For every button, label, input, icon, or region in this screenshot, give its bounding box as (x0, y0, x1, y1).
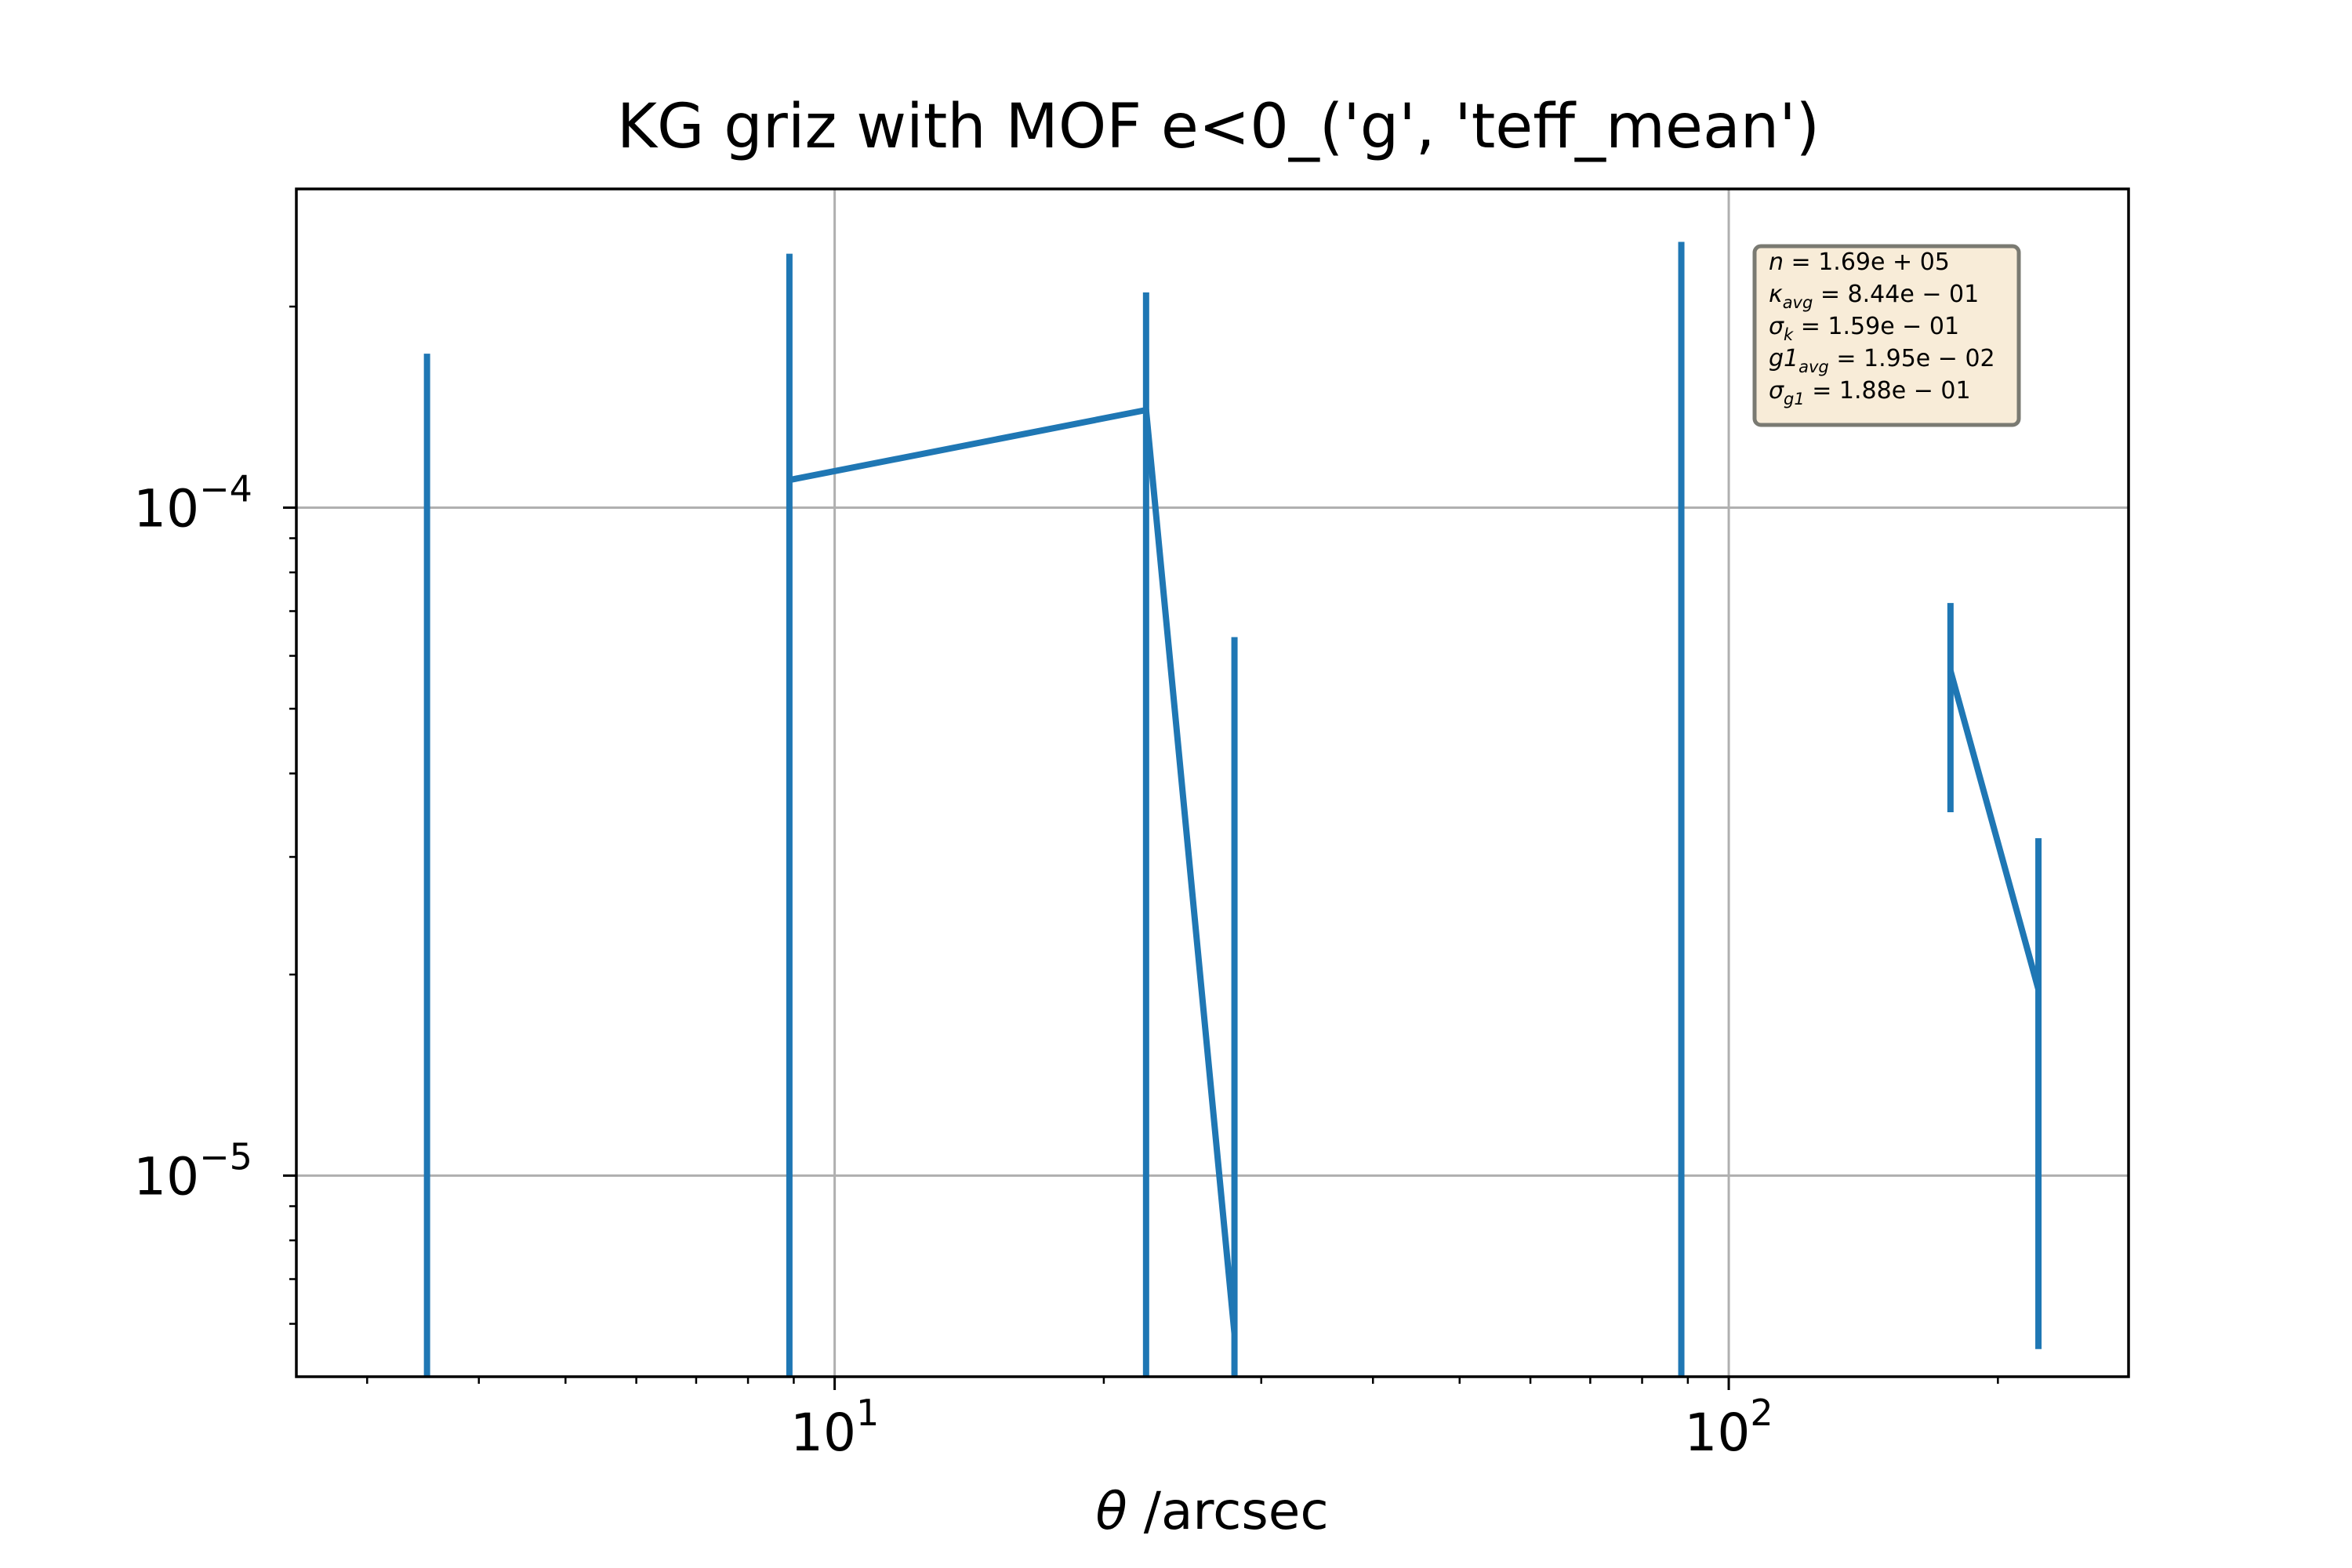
x-tick-label-base: 10 (790, 1403, 856, 1463)
y-tick-label-exponent: −4 (199, 468, 252, 510)
x-axis-label: θ /arcsec (1095, 1481, 1328, 1541)
stats-subscript: k (1784, 325, 1794, 344)
data-series (423, 241, 2042, 1377)
grid-lines (296, 189, 2129, 1377)
stats-subscript: g1 (1784, 390, 1805, 408)
stats-subscript: avg (1783, 293, 1813, 312)
stats-symbol: σ (1769, 377, 1784, 405)
x-tick-label: 102 (1684, 1392, 1773, 1463)
x-tick-label-base: 10 (1684, 1403, 1750, 1463)
stats-symbol: n (1769, 249, 1784, 276)
stats-box-frame (1752, 244, 2021, 427)
stats-equals: = 1.95e − 02 (1829, 345, 1995, 372)
y-tick-label: 10−5 (133, 1136, 252, 1207)
stats-equals: = 1.69e + 05 (1784, 249, 1950, 276)
stats-box-line: σg1 = 1.88e − 01 (1769, 377, 1971, 408)
plot-frame (295, 187, 2130, 1378)
y-tick-label: 10−4 (133, 468, 252, 539)
y-axis-ticks: 10−410−5 (133, 468, 296, 1207)
stats-equals: = 8.44e − 01 (1813, 281, 1979, 308)
x-tick-label-exponent: 1 (856, 1392, 879, 1434)
stats-symbol: κ (1769, 281, 1783, 308)
x-tick-label-exponent: 2 (1750, 1392, 1773, 1434)
stats-box-line: σk = 1.59e − 01 (1769, 313, 1959, 344)
series-line (789, 407, 1238, 1334)
stats-box-line: g1avg = 1.95e − 02 (1769, 345, 1995, 376)
stats-box-line: n = 1.69e + 05 (1769, 249, 1950, 276)
x-axis-ticks: 101 102 (790, 1377, 1773, 1463)
y-tick-label-exponent: −5 (199, 1136, 252, 1178)
y-tick-label-base: 10 (133, 1147, 199, 1207)
stats-symbol: g1 (1769, 345, 1798, 372)
stats-symbol: σ (1769, 313, 1784, 340)
chart-title: KG griz with MOF e<0_('g', 'teff_mean') (617, 92, 1820, 162)
x-axis-label-symbol: θ (1095, 1481, 1127, 1541)
series-line (1947, 670, 2042, 991)
stats-equals: = 1.59e − 01 (1793, 313, 1959, 340)
stats-box-line: κavg = 8.44e − 01 (1769, 281, 1979, 312)
x-tick-label: 101 (790, 1392, 879, 1463)
x-axis-label-text: /arcsec (1127, 1481, 1329, 1541)
y-tick-label-base: 10 (133, 479, 199, 539)
stats-equals: = 1.88e − 01 (1805, 377, 1971, 405)
stats-subscript: avg (1798, 358, 1829, 376)
